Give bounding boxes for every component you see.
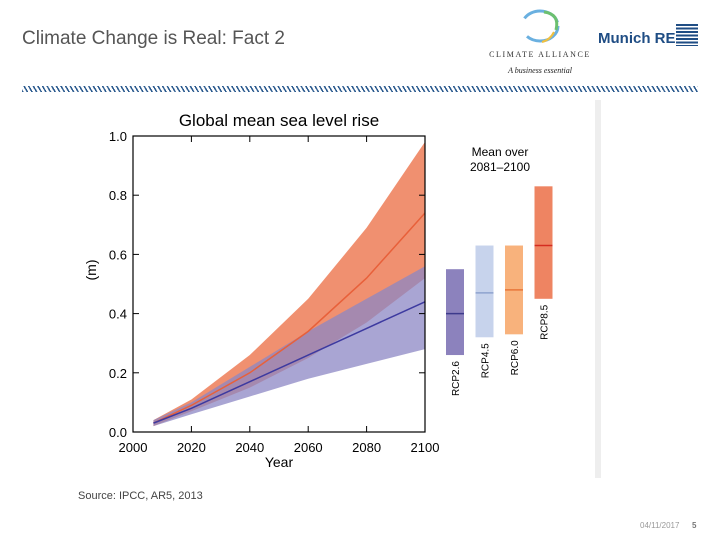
inset-title-line1: Mean over <box>472 145 529 159</box>
plot-frame <box>132 135 426 433</box>
y-axis-label: (m) <box>83 260 99 281</box>
page-number: 5 <box>692 521 697 530</box>
inset-title-line2: 2081–2100 <box>470 160 530 174</box>
climate-alliance-swirl-icon <box>520 9 560 43</box>
chart-title: Global mean sea level rise <box>179 111 379 130</box>
y-tick-label: 1.0 <box>109 129 127 144</box>
y-tick-label: 0.2 <box>109 366 127 381</box>
range-bar-rcp45 <box>475 245 494 338</box>
munich-re-lines-icon <box>676 24 698 46</box>
x-axis-label: Year <box>265 454 294 470</box>
y-tick-label: 0.6 <box>109 247 127 262</box>
x-tick-label: 2000 <box>119 440 148 455</box>
climate-alliance-tagline: A business essential <box>508 66 572 75</box>
sea-level-chart: 2000 2020 2040 2060 2080 2100 0.0 0.2 0.4 0.6 0.8 1… <box>83 111 553 470</box>
climate-alliance-logo: CLIMATE ALLIANCE A business essential <box>488 4 592 84</box>
y-tick-label: 0.4 <box>109 307 127 322</box>
mean-line-rcp26 <box>153 301 426 424</box>
range-bar-rcp26 <box>446 269 464 356</box>
x-tick-label: 2040 <box>235 440 264 455</box>
x-tick-label: 2020 <box>177 440 206 455</box>
y-tick-label: 0.8 <box>109 188 127 203</box>
hatched-divider <box>22 86 698 92</box>
climate-alliance-name: CLIMATE ALLIANCE <box>489 50 591 59</box>
slide-title: Climate Change is Real: Fact 2 <box>22 28 285 49</box>
slide-date: 04/11/2017 <box>640 521 680 530</box>
x-tick-label: 2080 <box>352 440 381 455</box>
range-bar-rcp85 <box>534 186 553 299</box>
bar-label: RCP6.0 <box>510 340 521 375</box>
munich-re-logo: Munich RE <box>598 30 676 47</box>
bar-label: RCP4.5 <box>481 343 492 378</box>
source-note: Source: IPCC, AR5, 2013 <box>78 490 203 502</box>
y-tick-label: 0.0 <box>109 425 127 440</box>
bar-label: RCP2.6 <box>451 361 462 396</box>
bar-label: RCP8.5 <box>540 304 551 339</box>
band-rcp26 <box>153 266 425 427</box>
band-rcp85 <box>153 141 425 427</box>
mean-line-rcp85 <box>153 212 426 424</box>
x-tick-label: 2060 <box>294 440 323 455</box>
x-tick-label: 2100 <box>411 440 440 455</box>
